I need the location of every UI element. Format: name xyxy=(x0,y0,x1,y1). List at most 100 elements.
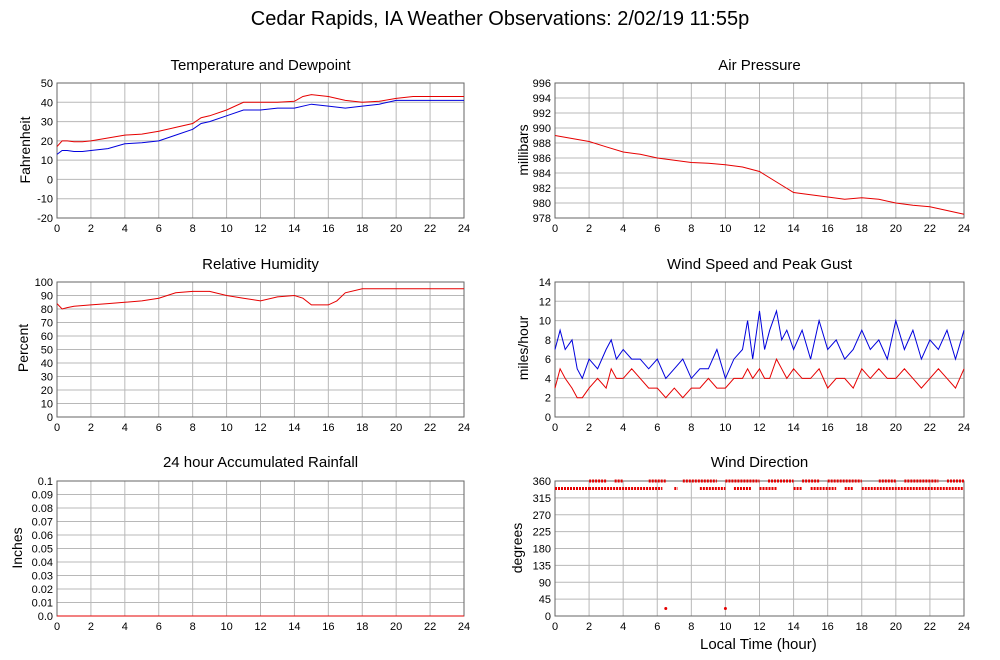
wind-x-tick-label: 24 xyxy=(958,422,970,434)
temp-y-tick-label: 0 xyxy=(47,174,53,186)
humidity-y-tick-label: 10 xyxy=(41,399,53,411)
pressure-y-tick-label: 988 xyxy=(533,138,551,150)
humidity-x-tick-label: 18 xyxy=(356,422,368,434)
rain-x-tick-label: 12 xyxy=(254,621,266,633)
temp-x-tick-label: 14 xyxy=(288,223,300,235)
pressure-x-tick-label: 24 xyxy=(958,223,970,235)
temp-series-red-line xyxy=(56,94,464,147)
direction-chart-title: Wind Direction xyxy=(710,454,809,471)
temp-y-tick-label: 20 xyxy=(41,136,53,148)
pressure-x-tick-label: 18 xyxy=(856,223,868,235)
pressure-y-tick-label: 978 xyxy=(533,213,551,225)
pressure-x-tick-label: 14 xyxy=(787,223,799,235)
temp-x-tick-label: 24 xyxy=(458,223,470,235)
direction-x-tick-label: 6 xyxy=(654,621,660,633)
humidity-y-tick-label: 30 xyxy=(41,372,53,384)
rain-chart-title: 24 hour Accumulated Rainfall xyxy=(162,454,359,471)
temp-series-blue-line xyxy=(56,99,464,155)
direction-y-tick-label: 360 xyxy=(533,476,551,488)
direction-y-tick-label: 315 xyxy=(533,493,551,505)
pressure-y-tick-label: 990 xyxy=(533,123,551,135)
wind-chart-title: Wind Speed and Peak Gust xyxy=(666,256,853,273)
rain-y-tick-label: 0.05 xyxy=(32,544,53,556)
temp-x-tick-label: 2 xyxy=(88,223,94,235)
direction-x-tick-label: 16 xyxy=(822,621,834,633)
humidity-y-tick-label: 50 xyxy=(41,345,53,357)
direction-point xyxy=(664,607,668,610)
direction-x-tick-label: 10 xyxy=(719,621,731,633)
direction-x-tick-label: 2 xyxy=(586,621,592,633)
humidity-y-tick-label: 20 xyxy=(41,385,53,397)
direction-x-tick-label: 22 xyxy=(924,621,936,633)
pressure-x-tick-label: 20 xyxy=(890,223,902,235)
rain-x-tick-label: 16 xyxy=(322,621,334,633)
rain-x-tick-label: 2 xyxy=(88,621,94,633)
temp-y-tick-label: 40 xyxy=(41,97,53,109)
rain-y-tick-label: 0.02 xyxy=(32,584,53,596)
pressure-y-tick-label: 984 xyxy=(533,168,551,180)
pressure-x-tick-label: 4 xyxy=(620,223,626,235)
pressure-y-tick-label: 986 xyxy=(533,153,551,165)
temp-y-tick-label: -20 xyxy=(37,213,53,225)
temp-x-tick-label: 20 xyxy=(390,223,402,235)
humidity-x-tick-label: 12 xyxy=(254,422,266,434)
direction-point xyxy=(723,607,727,610)
temp-y-tick-label: 10 xyxy=(41,155,53,167)
rain-x-tick-label: 6 xyxy=(156,621,162,633)
wind-y-tick-label: 10 xyxy=(539,316,551,328)
humidity-series-red-line xyxy=(56,288,464,310)
rain-y-tick-label: 0.01 xyxy=(32,598,53,610)
temp-y-tick-label: -10 xyxy=(37,194,53,206)
direction-x-tick-label: 18 xyxy=(856,621,868,633)
pressure-x-tick-label: 22 xyxy=(924,223,936,235)
wind-x-tick-label: 0 xyxy=(552,422,558,434)
wind-series-blue-line xyxy=(554,308,965,380)
humidity-y-tick-label: 70 xyxy=(41,318,53,330)
rain-y-tick-label: 0.1 xyxy=(38,476,53,488)
direction-y-tick-label: 135 xyxy=(533,560,551,572)
humidity-x-tick-label: 14 xyxy=(288,422,300,434)
pressure-x-tick-label: 10 xyxy=(719,223,731,235)
temp-y-tick-label: 50 xyxy=(41,78,53,90)
rain-y-tick-label: 0.09 xyxy=(32,490,53,502)
wind-y-tick-label: 0 xyxy=(545,412,551,424)
humidity-x-tick-label: 22 xyxy=(424,422,436,434)
direction-y-tick-label: 270 xyxy=(533,510,551,522)
humidity-x-tick-label: 4 xyxy=(122,422,128,434)
rain-x-tick-label: 18 xyxy=(356,621,368,633)
humidity-y-tick-label: 90 xyxy=(41,291,53,303)
humidity-y-tick-label: 80 xyxy=(41,304,53,316)
wind-y-tick-label: 12 xyxy=(539,296,551,308)
rain-x-tick-label: 24 xyxy=(458,621,470,633)
rain-y-tick-label: 0.0 xyxy=(38,611,53,623)
rain-x-tick-label: 10 xyxy=(220,621,232,633)
rain-x-tick-label: 0 xyxy=(54,621,60,633)
rain-x-tick-label: 8 xyxy=(190,621,196,633)
wind-y-tick-label: 2 xyxy=(545,393,551,405)
pressure-y-tick-label: 994 xyxy=(533,93,551,105)
wind-series-red-line xyxy=(554,357,965,399)
humidity-y-tick-label: 0 xyxy=(47,412,53,424)
temp-y-tick-label: 30 xyxy=(41,117,53,129)
wind-x-tick-label: 22 xyxy=(924,422,936,434)
humidity-y-tick-label: 100 xyxy=(35,277,53,289)
temp-x-tick-label: 12 xyxy=(254,223,266,235)
wind-y-tick-label: 8 xyxy=(545,335,551,347)
direction-y-tick-label: 225 xyxy=(533,527,551,539)
rain-x-tick-label: 14 xyxy=(288,621,300,633)
direction-x-tick-label: 20 xyxy=(890,621,902,633)
pressure-x-tick-label: 8 xyxy=(688,223,694,235)
direction-x-tick-label: 24 xyxy=(958,621,970,633)
temp-x-tick-label: 8 xyxy=(190,223,196,235)
rain-chart: 0.00.01 0.020.03 0.040.05 0.060.07 0.080.09 0… xyxy=(32,476,471,633)
temp-x-tick-label: 16 xyxy=(322,223,334,235)
rain-x-tick-label: 22 xyxy=(424,621,436,633)
direction-x-tick-label: 4 xyxy=(620,621,626,633)
page-title: Cedar Rapids, IA Weather Observations: 2… xyxy=(250,8,750,30)
pressure-y-tick-label: 982 xyxy=(533,183,551,195)
wind-x-tick-label: 10 xyxy=(719,422,731,434)
